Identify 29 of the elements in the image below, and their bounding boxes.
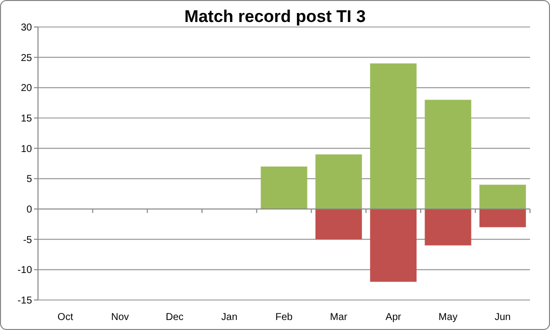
x-tick-label: Feb bbox=[275, 312, 294, 323]
x-tick-label: Nov bbox=[111, 312, 129, 323]
bar bbox=[315, 209, 362, 240]
y-tick-label: 20 bbox=[20, 83, 32, 94]
x-tick-label: Mar bbox=[330, 312, 348, 323]
y-tick-label: -10 bbox=[18, 265, 32, 276]
x-tick-label: Apr bbox=[386, 312, 402, 323]
bar bbox=[479, 209, 526, 228]
bar bbox=[370, 209, 417, 282]
chart-title: Match record post TI 3 bbox=[184, 7, 366, 26]
y-tick-label: 15 bbox=[20, 114, 32, 124]
bar bbox=[370, 63, 417, 209]
y-tick-label: -5 bbox=[23, 234, 32, 246]
y-tick-label: 5 bbox=[26, 174, 32, 186]
y-tick-label: 30 bbox=[20, 22, 32, 34]
x-tick-label: Jan bbox=[221, 312, 238, 323]
bar bbox=[260, 166, 308, 209]
x-tick-label: Dec bbox=[166, 312, 184, 323]
bar bbox=[315, 154, 362, 209]
y-tick-label: 10 bbox=[20, 144, 32, 155]
y-tick-label: 0 bbox=[26, 204, 32, 216]
y-tick-label: 25 bbox=[20, 52, 32, 64]
x-tick-label: May bbox=[438, 312, 458, 323]
bar bbox=[424, 209, 472, 246]
x-tick-label: Oct bbox=[58, 312, 74, 323]
bar bbox=[479, 184, 526, 209]
bar bbox=[424, 100, 472, 209]
y-tick-label: -15 bbox=[18, 296, 32, 306]
x-tick-label: Jun bbox=[494, 312, 511, 323]
